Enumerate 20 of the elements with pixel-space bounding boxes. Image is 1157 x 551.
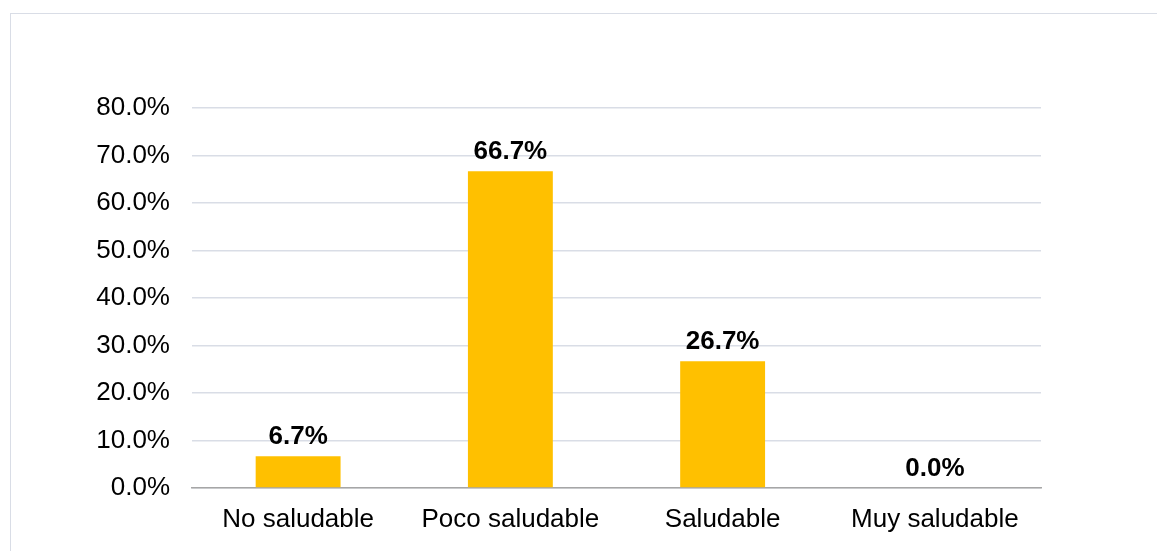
y-tick-label: 30.0%: [96, 328, 170, 359]
x-tick-label: Muy saludable: [851, 502, 1019, 533]
bar: [680, 361, 766, 488]
x-tick-label: Saludable: [664, 502, 781, 533]
data-label: 66.7%: [473, 135, 548, 166]
y-tick-label: 10.0%: [96, 423, 170, 454]
data-label: 6.7%: [268, 420, 328, 451]
data-label: 26.7%: [685, 325, 760, 356]
y-tick-label: 20.0%: [96, 376, 170, 407]
bar: [467, 171, 553, 488]
data-label: 0.0%: [905, 452, 965, 483]
bar: [255, 456, 341, 488]
x-tick-label: No saludable: [222, 502, 375, 533]
x-tick-label: Poco saludable: [421, 502, 600, 533]
y-tick-label: 80.0%: [96, 91, 170, 122]
y-tick-label: 70.0%: [96, 138, 170, 169]
y-tick-label: 40.0%: [96, 281, 170, 312]
y-tick-label: 60.0%: [96, 186, 170, 217]
y-tick-label: 0.0%: [110, 471, 170, 502]
y-tick-label: 50.0%: [96, 233, 170, 264]
